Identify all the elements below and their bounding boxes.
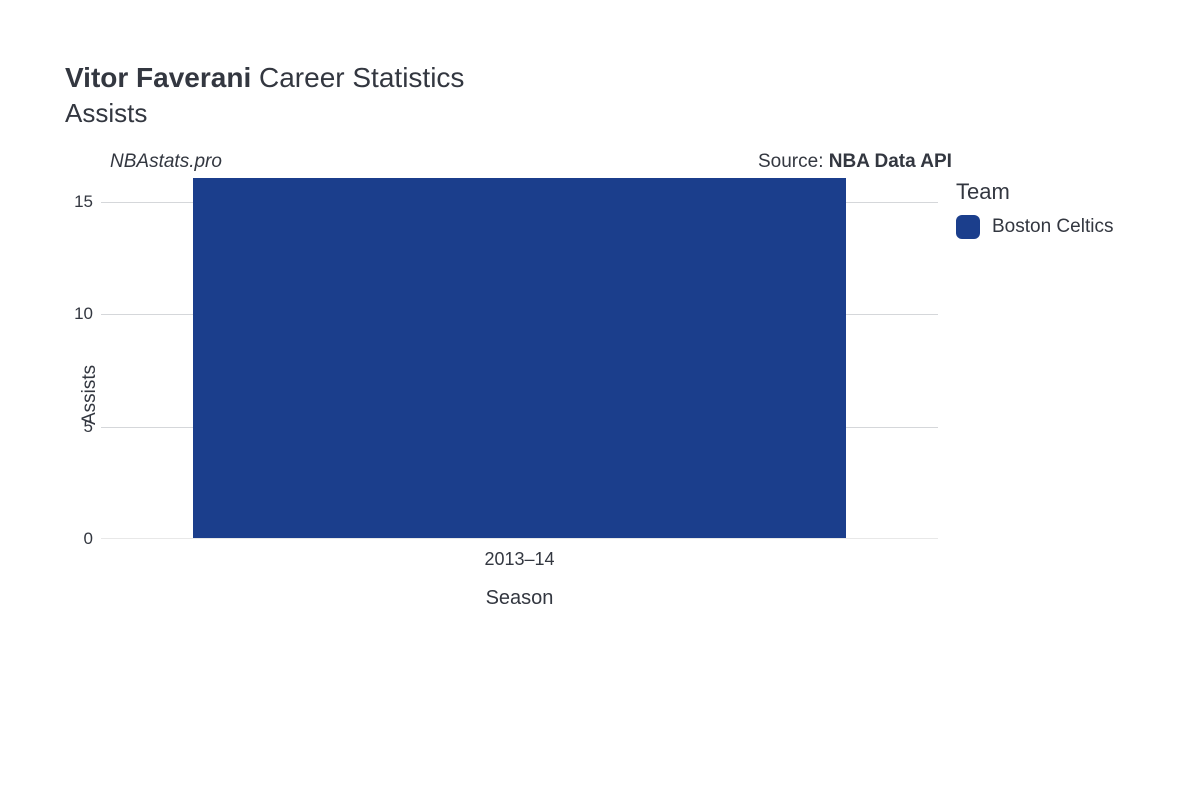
source-label: Source: NBA Data API	[758, 151, 952, 173]
y-tick: 10	[74, 304, 93, 324]
title-suffix: Career Statistics	[259, 62, 464, 93]
y-tick: 0	[84, 529, 93, 549]
source-prefix: Source:	[758, 151, 823, 172]
legend-label: Boston Celtics	[992, 216, 1113, 238]
chart-subtitle: Assists	[65, 98, 1165, 129]
legend: Team Boston Celtics	[956, 179, 1113, 245]
annotation-row: NBAstats.pro Source: NBA Data API	[65, 151, 1165, 173]
chart-title: Vitor Faverani Career Statistics	[65, 62, 1165, 94]
bar	[193, 178, 846, 538]
legend-swatch	[956, 215, 980, 239]
legend-items: Boston Celtics	[956, 215, 1113, 239]
source-name: NBA Data API	[829, 151, 952, 172]
title-player: Vitor Faverani	[65, 62, 251, 93]
y-tick: 15	[74, 192, 93, 212]
plot-area: 051015 2013–14 Season	[101, 179, 938, 610]
watermark: NBAstats.pro	[110, 151, 222, 173]
x-tick: 2013–14	[484, 549, 554, 570]
legend-title: Team	[956, 179, 1113, 205]
legend-item: Boston Celtics	[956, 215, 1113, 239]
plot	[101, 179, 938, 539]
x-tick-labels: 2013–14	[101, 539, 938, 569]
y-tick: 5	[84, 417, 93, 437]
x-axis-label: Season	[101, 587, 938, 610]
y-tick-labels: 051015	[53, 179, 93, 539]
